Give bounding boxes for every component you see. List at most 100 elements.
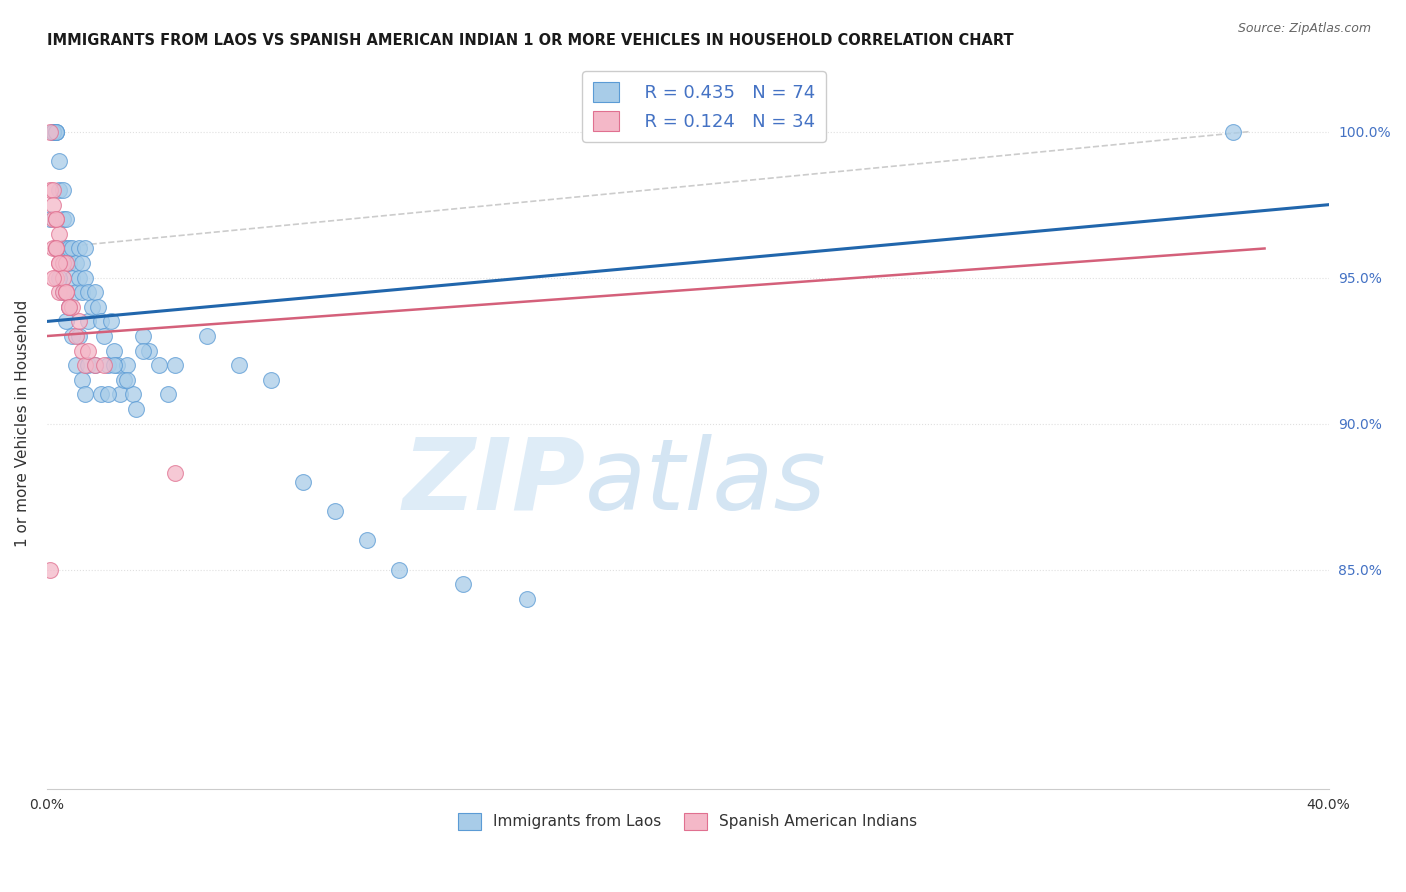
Point xyxy=(70,285,93,300)
Point xyxy=(75,270,97,285)
Point xyxy=(103,358,125,372)
Point xyxy=(67,314,90,328)
Point xyxy=(45,270,67,285)
Point xyxy=(75,358,97,372)
Point xyxy=(138,343,160,358)
Point xyxy=(48,270,70,285)
Point xyxy=(115,373,138,387)
Point xyxy=(100,314,122,328)
Point xyxy=(115,358,138,372)
Point xyxy=(125,402,148,417)
Point xyxy=(105,358,128,372)
Point xyxy=(67,329,90,343)
Point xyxy=(55,285,77,300)
Text: atlas: atlas xyxy=(585,434,827,531)
Point xyxy=(83,358,105,372)
Point xyxy=(83,358,105,372)
Point xyxy=(65,256,87,270)
Point xyxy=(228,358,250,372)
Point xyxy=(65,329,87,343)
Point xyxy=(453,577,475,591)
Point xyxy=(48,227,70,241)
Point xyxy=(52,212,75,227)
Point xyxy=(45,242,67,256)
Text: IMMIGRANTS FROM LAOS VS SPANISH AMERICAN INDIAN 1 OR MORE VEHICLES IN HOUSEHOLD : IMMIGRANTS FROM LAOS VS SPANISH AMERICAN… xyxy=(46,33,1014,48)
Point xyxy=(42,125,65,139)
Point xyxy=(55,242,77,256)
Point xyxy=(77,314,100,328)
Point xyxy=(45,125,67,139)
Point xyxy=(38,183,60,197)
Point xyxy=(52,183,75,197)
Point xyxy=(55,314,77,328)
Point xyxy=(38,212,60,227)
Point xyxy=(45,242,67,256)
Point xyxy=(70,343,93,358)
Point xyxy=(260,373,283,387)
Legend: Immigrants from Laos, Spanish American Indians: Immigrants from Laos, Spanish American I… xyxy=(451,806,924,836)
Point xyxy=(112,373,135,387)
Point xyxy=(90,314,112,328)
Point xyxy=(52,285,75,300)
Point xyxy=(42,183,65,197)
Point xyxy=(45,212,67,227)
Point xyxy=(163,467,186,481)
Point xyxy=(77,285,100,300)
Point xyxy=(55,256,77,270)
Point xyxy=(42,125,65,139)
Point xyxy=(42,212,65,227)
Point xyxy=(48,183,70,197)
Point xyxy=(122,387,145,401)
Point xyxy=(163,358,186,372)
Point xyxy=(42,242,65,256)
Point xyxy=(45,212,67,227)
Point xyxy=(77,358,100,372)
Point xyxy=(48,256,70,270)
Point xyxy=(110,387,132,401)
Point xyxy=(356,533,378,548)
Point xyxy=(45,242,67,256)
Point xyxy=(90,387,112,401)
Point xyxy=(67,242,90,256)
Y-axis label: 1 or more Vehicles in Household: 1 or more Vehicles in Household xyxy=(15,300,30,548)
Point xyxy=(132,343,155,358)
Point xyxy=(42,270,65,285)
Point xyxy=(42,197,65,211)
Point xyxy=(48,256,70,270)
Point xyxy=(45,125,67,139)
Point xyxy=(58,300,80,314)
Point xyxy=(48,153,70,168)
Point xyxy=(42,125,65,139)
Point xyxy=(38,563,60,577)
Point xyxy=(93,358,115,372)
Point xyxy=(58,242,80,256)
Point xyxy=(93,329,115,343)
Point xyxy=(516,591,538,606)
Point xyxy=(67,270,90,285)
Point xyxy=(58,300,80,314)
Point xyxy=(75,242,97,256)
Point xyxy=(65,358,87,372)
Point xyxy=(77,343,100,358)
Point xyxy=(97,358,120,372)
Point xyxy=(70,256,93,270)
Point xyxy=(52,256,75,270)
Point xyxy=(75,387,97,401)
Point xyxy=(157,387,180,401)
Point xyxy=(38,125,60,139)
Point xyxy=(45,125,67,139)
Point xyxy=(195,329,218,343)
Point xyxy=(65,285,87,300)
Point xyxy=(58,300,80,314)
Point xyxy=(55,212,77,227)
Point xyxy=(55,285,77,300)
Point xyxy=(60,329,83,343)
Point xyxy=(97,387,120,401)
Point xyxy=(103,343,125,358)
Text: ZIP: ZIP xyxy=(402,434,585,531)
Point xyxy=(1222,125,1244,139)
Point xyxy=(388,563,411,577)
Point xyxy=(292,475,315,489)
Point xyxy=(60,242,83,256)
Point xyxy=(52,242,75,256)
